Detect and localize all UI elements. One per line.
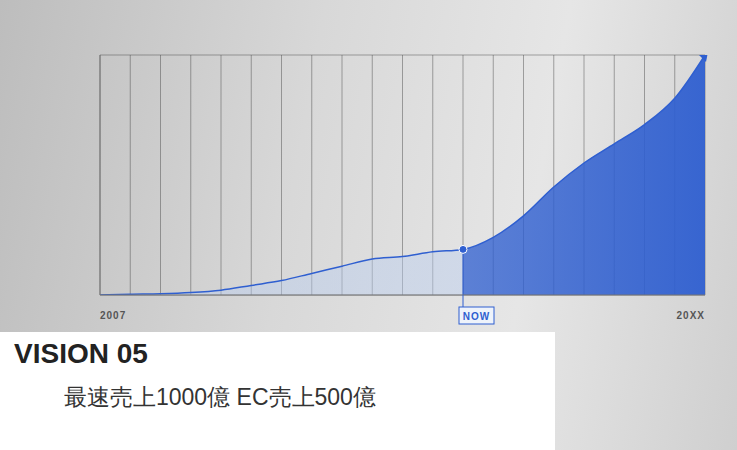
html-text:VISION 05: VISION 05 xyxy=(14,338,148,369)
svg-text:20XX: 20XX xyxy=(677,310,705,321)
svg-text:2007: 2007 xyxy=(100,310,126,321)
svg-text:NOW: NOW xyxy=(463,311,490,322)
html-text:最速売上1000億 EC売上500億: 最速売上1000億 EC売上500億 xyxy=(64,384,376,410)
